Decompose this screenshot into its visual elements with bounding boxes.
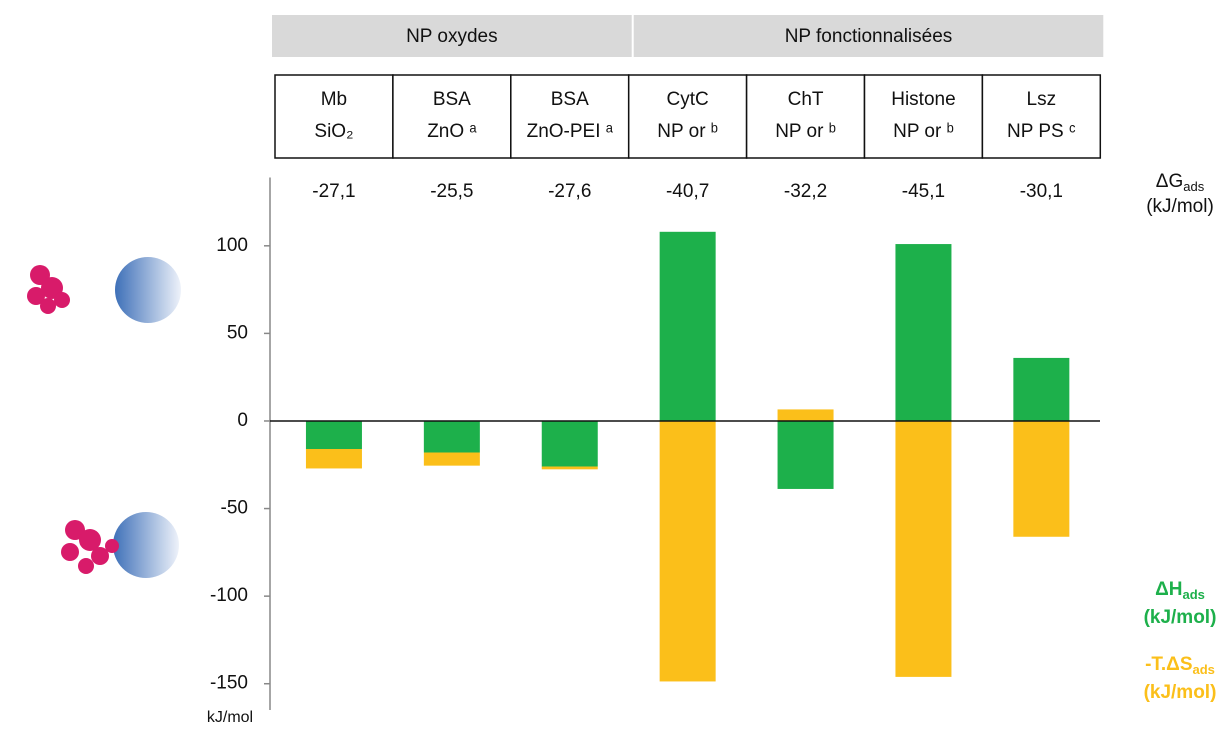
legend-subscript: ads [1182, 587, 1204, 602]
bar [423, 452, 480, 466]
y-tick-label: -150 [210, 673, 248, 694]
dg-subscript: ads [1183, 179, 1204, 194]
legend-unit: (kJ/mol) [1144, 607, 1217, 628]
legend-subscript: ads [1193, 662, 1215, 677]
category-cell [627, 74, 748, 159]
legend-name: ΔH [1155, 579, 1182, 600]
category-label: BSA [433, 89, 471, 110]
category-label: BSA [551, 89, 589, 110]
bar [541, 420, 598, 467]
category-cell [392, 74, 512, 159]
bar [541, 466, 598, 470]
bar [777, 409, 834, 421]
group-header [272, 15, 632, 57]
bar [895, 244, 952, 421]
y-tick-label: 0 [237, 410, 248, 431]
category-label: Mb [321, 89, 347, 110]
group-header [633, 15, 1104, 57]
category-label: Histone [891, 89, 955, 110]
dg-header: ΔGads [1156, 171, 1205, 194]
y-tick-label: -50 [221, 498, 248, 519]
legend-unit: (kJ/mol) [1144, 682, 1217, 703]
category-label: NP PS ᶜ [1007, 121, 1076, 142]
category-cell [745, 74, 866, 159]
icon-free [27, 257, 181, 323]
y-tick-label: -100 [210, 585, 248, 606]
category-cell [274, 74, 394, 159]
category-label: NP or ᵇ [657, 121, 718, 142]
category-cell [510, 74, 630, 159]
dg-value: -40,7 [666, 181, 709, 202]
dg-unit: (kJ/mol) [1146, 196, 1214, 217]
dg-value: -27,6 [548, 181, 591, 202]
bar [777, 420, 834, 489]
legend-name: -T.ΔS [1145, 654, 1192, 675]
dg-value: -45,1 [902, 181, 945, 202]
category-label: NP or ᵇ [775, 121, 836, 142]
category-label: SiO₂ [314, 121, 353, 142]
group-label: NP oxydes [406, 26, 498, 47]
y-tick-label: 50 [227, 322, 248, 343]
dg-value: -32,2 [784, 181, 827, 202]
category-label: NP or ᵇ [893, 121, 954, 142]
bar [659, 420, 716, 682]
category-label: ChT [788, 89, 824, 110]
category-label: Lsz [1027, 89, 1057, 110]
category-label: ZnO-PEI ᵃ [527, 121, 614, 142]
legend-label: -T.ΔSads [1145, 654, 1215, 677]
bar [305, 449, 362, 469]
category-cell [863, 74, 984, 159]
bar [305, 420, 362, 450]
bar [423, 420, 480, 453]
dg-value: -27,1 [312, 181, 355, 202]
category-cell [981, 74, 1102, 159]
legend-label: ΔHads [1155, 579, 1205, 602]
category-label: CytC [667, 89, 709, 110]
bar [1013, 357, 1070, 421]
icon-adsorbed [61, 512, 179, 578]
group-label: NP fonctionnalisées [785, 26, 953, 47]
y-unit: kJ/mol [207, 709, 253, 726]
bar [895, 420, 952, 677]
category-label: ZnO ᵃ [427, 121, 477, 142]
bar [659, 231, 716, 421]
dg-value: -25,5 [430, 181, 473, 202]
dg-value: -30,1 [1020, 181, 1063, 202]
dg-name: ΔG [1156, 171, 1183, 192]
bar [1013, 420, 1070, 537]
y-tick-label: 100 [216, 235, 248, 256]
